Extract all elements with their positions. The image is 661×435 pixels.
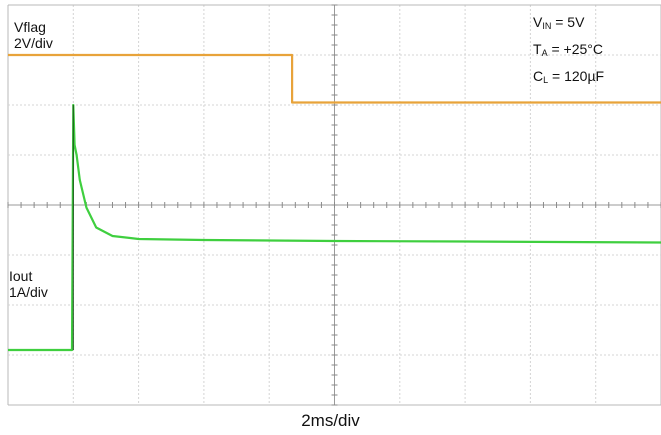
traces: [8, 53, 661, 352]
vflag-scale: 2V/div: [14, 35, 53, 51]
trace-vflag: [8, 53, 661, 104]
condition-cl: CL = 120µF: [533, 68, 605, 85]
iout-name: Iout: [9, 268, 33, 284]
timebase-label: 2ms/div: [301, 411, 360, 430]
vflag-name: Vflag: [14, 19, 46, 35]
condition-vin: VIN = 5V: [533, 14, 585, 31]
graticule: [7, 4, 661, 406]
vflag-channel-label: Vflag 2V/div: [14, 19, 53, 51]
condition-ta: TA = +25°C: [533, 41, 603, 58]
iout-scale: 1A/div: [9, 284, 48, 300]
iout-channel-label: Iout 1A/div: [9, 268, 48, 300]
